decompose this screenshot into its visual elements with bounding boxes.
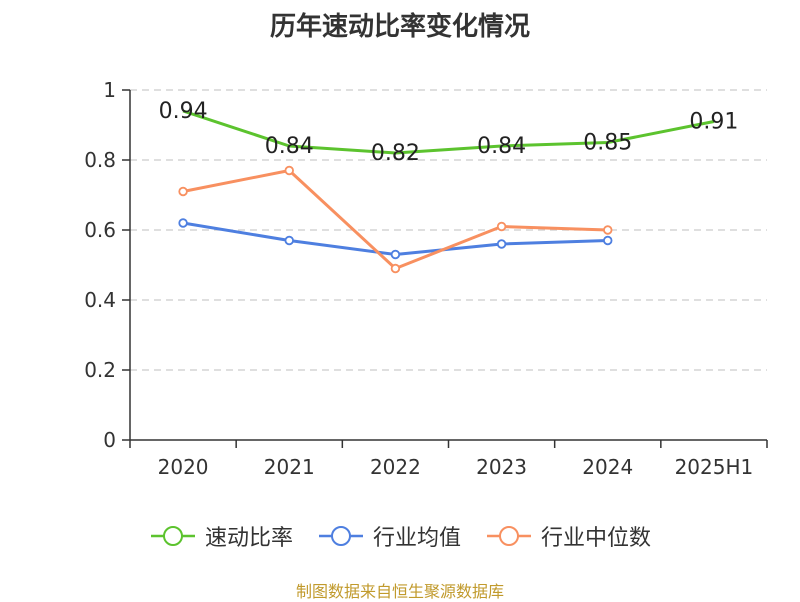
source-note: 制图数据来自恒生聚源数据库 [295, 582, 504, 601]
x-tick-label: 2022 [370, 455, 421, 479]
legend-item[interactable]: 速动比率 [149, 520, 293, 552]
series-3-point [496, 221, 507, 232]
legend-item[interactable]: 行业中位数 [485, 520, 651, 552]
series-2-point [390, 249, 401, 260]
y-tick-label: 1 [103, 78, 116, 102]
y-tick-label: 0.8 [84, 148, 116, 172]
series-2-point [496, 239, 507, 249]
legend-line-marker-icon [487, 526, 531, 546]
x-tick-label: 2025H1 [675, 455, 754, 479]
data-label: 0.82 [371, 141, 420, 166]
data-label: 0.94 [159, 99, 208, 124]
legend-label: 速动比率 [204, 526, 293, 551]
chart-title: 历年速动比率变化情况 [269, 12, 530, 42]
data-label: 0.84 [265, 134, 314, 159]
series-3-point [390, 263, 401, 274]
legend-label: 行业均值 [372, 526, 461, 551]
x-tick-label: 2023 [476, 455, 527, 479]
y-tick-label: 0.6 [84, 218, 116, 242]
data-label: 0.85 [583, 131, 632, 156]
y-tick-label: 0 [103, 428, 116, 452]
data-label: 0.84 [477, 134, 526, 159]
legend-item[interactable]: 行业均值 [317, 520, 461, 552]
series-3-point [603, 225, 613, 235]
legend-line-marker-icon [318, 526, 363, 546]
legend-label: 行业中位数 [541, 526, 652, 551]
x-tick-label: 2024 [582, 455, 633, 479]
series-2-point [603, 235, 613, 246]
series-3-point [178, 186, 188, 197]
series-2-point [284, 235, 294, 246]
y-tick-label: 0.2 [84, 358, 116, 382]
x-tick-label: 2020 [158, 455, 209, 479]
x-tick-label: 2021 [264, 455, 315, 479]
y-tick-label: 0.4 [84, 288, 116, 312]
legend: 速动比率 行业均值 行业中位数 [0, 520, 800, 552]
series-2-point [178, 218, 188, 228]
legend-line-marker-icon [150, 526, 195, 546]
series-line-1 [182, 109, 715, 155]
series-3-point [284, 165, 294, 176]
data-label: 0.91 [689, 110, 738, 135]
